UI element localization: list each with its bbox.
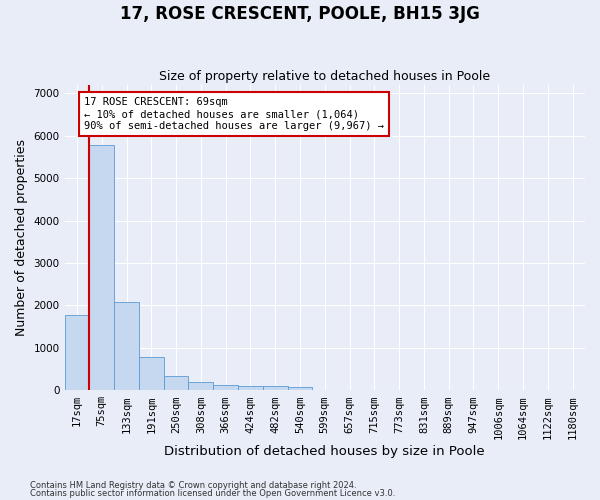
Text: 17, ROSE CRESCENT, POOLE, BH15 3JG: 17, ROSE CRESCENT, POOLE, BH15 3JG: [120, 5, 480, 23]
Title: Size of property relative to detached houses in Poole: Size of property relative to detached ho…: [159, 70, 490, 84]
Bar: [213, 385, 238, 390]
Y-axis label: Number of detached properties: Number of detached properties: [15, 139, 28, 336]
Bar: [65, 315, 89, 390]
Bar: [238, 386, 263, 390]
Text: 17 ROSE CRESCENT: 69sqm
← 10% of detached houses are smaller (1,064)
90% of semi: 17 ROSE CRESCENT: 69sqm ← 10% of detache…: [84, 98, 384, 130]
Bar: [139, 357, 164, 390]
Bar: [263, 386, 287, 390]
Bar: [114, 302, 139, 390]
Bar: [164, 376, 188, 390]
Text: Contains HM Land Registry data © Crown copyright and database right 2024.: Contains HM Land Registry data © Crown c…: [30, 480, 356, 490]
X-axis label: Distribution of detached houses by size in Poole: Distribution of detached houses by size …: [164, 444, 485, 458]
Text: Contains public sector information licensed under the Open Government Licence v3: Contains public sector information licen…: [30, 489, 395, 498]
Bar: [188, 382, 213, 390]
Bar: [287, 388, 313, 390]
Bar: [89, 145, 114, 390]
